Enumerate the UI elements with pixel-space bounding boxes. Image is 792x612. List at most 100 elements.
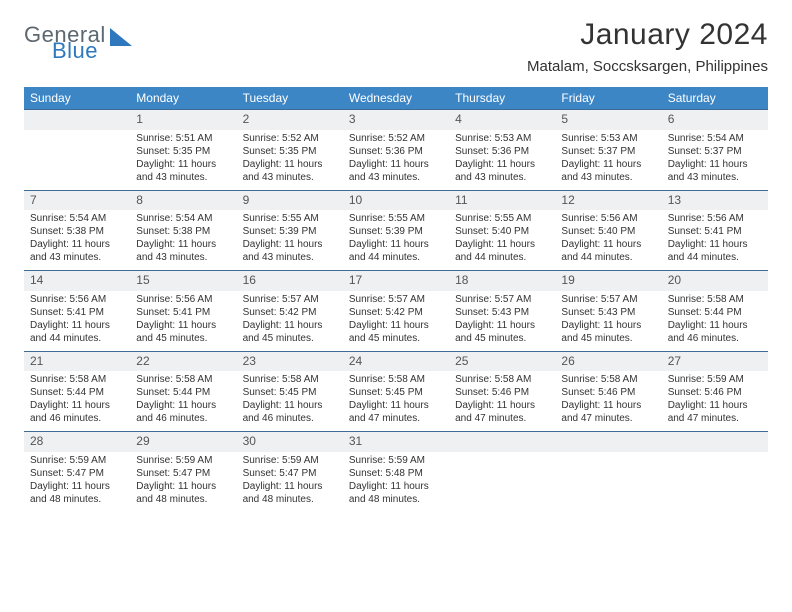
sunset-text: Sunset: 5:42 PM xyxy=(243,306,337,319)
daylight-text: Daylight: 11 hours and 43 minutes. xyxy=(561,158,655,184)
daylight-text: Daylight: 11 hours and 43 minutes. xyxy=(243,158,337,184)
day-cell: Sunrise: 5:58 AMSunset: 5:44 PMDaylight:… xyxy=(24,371,130,432)
sunrise-text: Sunrise: 5:56 AM xyxy=(561,212,655,225)
sunset-text: Sunset: 5:46 PM xyxy=(455,386,549,399)
sunrise-text: Sunrise: 5:59 AM xyxy=(30,454,124,467)
sunrise-text: Sunrise: 5:56 AM xyxy=(136,293,230,306)
daylight-text: Daylight: 11 hours and 46 minutes. xyxy=(136,399,230,425)
day-cell: Sunrise: 5:57 AMSunset: 5:43 PMDaylight:… xyxy=(555,291,661,352)
day-number: 11 xyxy=(449,190,555,210)
sunset-text: Sunset: 5:36 PM xyxy=(455,145,549,158)
day-number: 31 xyxy=(343,432,449,452)
weekday-header: Saturday xyxy=(662,87,768,110)
day-number: 5 xyxy=(555,110,661,130)
daylight-text: Daylight: 11 hours and 43 minutes. xyxy=(455,158,549,184)
sunrise-text: Sunrise: 5:52 AM xyxy=(349,132,443,145)
daylight-text: Daylight: 11 hours and 44 minutes. xyxy=(668,238,762,264)
daylight-text: Daylight: 11 hours and 45 minutes. xyxy=(349,319,443,345)
day-number: 9 xyxy=(237,190,343,210)
sunset-text: Sunset: 5:35 PM xyxy=(243,145,337,158)
day-cell: Sunrise: 5:53 AMSunset: 5:37 PMDaylight:… xyxy=(555,130,661,191)
sunrise-text: Sunrise: 5:58 AM xyxy=(561,373,655,386)
daylight-text: Daylight: 11 hours and 45 minutes. xyxy=(136,319,230,345)
sunrise-text: Sunrise: 5:53 AM xyxy=(561,132,655,145)
sunset-text: Sunset: 5:44 PM xyxy=(30,386,124,399)
day-number xyxy=(555,432,661,452)
day-number: 17 xyxy=(343,271,449,291)
day-cell: Sunrise: 5:59 AMSunset: 5:46 PMDaylight:… xyxy=(662,371,768,432)
day-cell: Sunrise: 5:54 AMSunset: 5:38 PMDaylight:… xyxy=(130,210,236,271)
sunset-text: Sunset: 5:43 PM xyxy=(561,306,655,319)
sunset-text: Sunset: 5:47 PM xyxy=(30,467,124,480)
day-number xyxy=(449,432,555,452)
daylight-text: Daylight: 11 hours and 48 minutes. xyxy=(136,480,230,506)
daylight-text: Daylight: 11 hours and 44 minutes. xyxy=(455,238,549,264)
daylight-text: Daylight: 11 hours and 47 minutes. xyxy=(349,399,443,425)
sunset-text: Sunset: 5:42 PM xyxy=(349,306,443,319)
day-cell: Sunrise: 5:59 AMSunset: 5:47 PMDaylight:… xyxy=(130,452,236,512)
sunrise-text: Sunrise: 5:56 AM xyxy=(668,212,762,225)
day-cell: Sunrise: 5:53 AMSunset: 5:36 PMDaylight:… xyxy=(449,130,555,191)
day-number: 16 xyxy=(237,271,343,291)
sunset-text: Sunset: 5:43 PM xyxy=(455,306,549,319)
day-content-row: Sunrise: 5:58 AM Sunset: 5:44 PM Daylight:… xyxy=(24,371,768,432)
location-text: Matalam, Soccsksargen, Philippines xyxy=(527,58,768,75)
day-cell xyxy=(555,452,661,512)
day-number-row: 21222324252627 xyxy=(24,351,768,371)
daylight-text: Daylight: 11 hours and 46 minutes. xyxy=(243,399,337,425)
daylight-text: Daylight: 11 hours and 46 minutes. xyxy=(668,319,762,345)
sunrise-text: Sunrise: 5:58 AM xyxy=(455,373,549,386)
day-cell: Sunrise: 5:59 AMSunset: 5:47 PMDaylight:… xyxy=(237,452,343,512)
sunrise-text: Sunrise: 5:54 AM xyxy=(30,212,124,225)
day-number: 3 xyxy=(343,110,449,130)
sunset-text: Sunset: 5:39 PM xyxy=(243,225,337,238)
sunrise-text: Sunrise: 5:57 AM xyxy=(561,293,655,306)
day-cell: Sunrise: 5:58 AMSunset: 5:45 PMDaylight:… xyxy=(343,371,449,432)
sunset-text: Sunset: 5:47 PM xyxy=(243,467,337,480)
daylight-text: Daylight: 11 hours and 44 minutes. xyxy=(561,238,655,264)
day-cell: Sunrise: 5:58 AMSunset: 5:46 PMDaylight:… xyxy=(449,371,555,432)
sunset-text: Sunset: 5:38 PM xyxy=(30,225,124,238)
sunset-text: Sunset: 5:41 PM xyxy=(668,225,762,238)
daylight-text: Daylight: 11 hours and 44 minutes. xyxy=(30,319,124,345)
sunrise-text: Sunrise: 5:58 AM xyxy=(668,293,762,306)
day-number: 14 xyxy=(24,271,130,291)
sunrise-text: Sunrise: 5:57 AM xyxy=(455,293,549,306)
sunset-text: Sunset: 5:36 PM xyxy=(349,145,443,158)
daylight-text: Daylight: 11 hours and 43 minutes. xyxy=(136,158,230,184)
daylight-text: Daylight: 11 hours and 43 minutes. xyxy=(136,238,230,264)
day-number: 6 xyxy=(662,110,768,130)
day-number: 4 xyxy=(449,110,555,130)
day-cell: Sunrise: 5:58 AMSunset: 5:46 PMDaylight:… xyxy=(555,371,661,432)
day-number: 28 xyxy=(24,432,130,452)
day-number: 12 xyxy=(555,190,661,210)
header: General Blue January 2024 Matalam, Soccs… xyxy=(24,18,768,75)
day-number: 7 xyxy=(24,190,130,210)
day-number: 20 xyxy=(662,271,768,291)
weekday-header: Tuesday xyxy=(237,87,343,110)
day-number: 22 xyxy=(130,351,236,371)
day-number: 19 xyxy=(555,271,661,291)
day-cell: Sunrise: 5:58 AMSunset: 5:45 PMDaylight:… xyxy=(237,371,343,432)
day-number: 15 xyxy=(130,271,236,291)
daylight-text: Daylight: 11 hours and 43 minutes. xyxy=(243,238,337,264)
day-cell: Sunrise: 5:57 AMSunset: 5:42 PMDaylight:… xyxy=(343,291,449,352)
sunrise-text: Sunrise: 5:55 AM xyxy=(243,212,337,225)
sunset-text: Sunset: 5:40 PM xyxy=(455,225,549,238)
sunrise-text: Sunrise: 5:58 AM xyxy=(136,373,230,386)
day-cell: Sunrise: 5:54 AMSunset: 5:38 PMDaylight:… xyxy=(24,210,130,271)
day-content-row: Sunrise: 5:59 AMSunset: 5:47 PMDaylight:… xyxy=(24,452,768,512)
day-number: 27 xyxy=(662,351,768,371)
sunrise-text: Sunrise: 5:54 AM xyxy=(136,212,230,225)
day-number-row: 28293031 xyxy=(24,432,768,452)
daylight-text: Daylight: 11 hours and 45 minutes. xyxy=(243,319,337,345)
sunrise-text: Sunrise: 5:58 AM xyxy=(243,373,337,386)
day-cell: Sunrise: 5:56 AMSunset: 5:41 PMDaylight:… xyxy=(662,210,768,271)
daylight-text: Daylight: 11 hours and 47 minutes. xyxy=(668,399,762,425)
sunset-text: Sunset: 5:45 PM xyxy=(243,386,337,399)
day-number: 24 xyxy=(343,351,449,371)
day-cell: Sunrise: 5:51 AMSunset: 5:35 PMDaylight:… xyxy=(130,130,236,191)
daylight-text: Daylight: 11 hours and 45 minutes. xyxy=(561,319,655,345)
sunrise-text: Sunrise: 5:59 AM xyxy=(243,454,337,467)
brand-logo: General Blue xyxy=(24,18,132,62)
